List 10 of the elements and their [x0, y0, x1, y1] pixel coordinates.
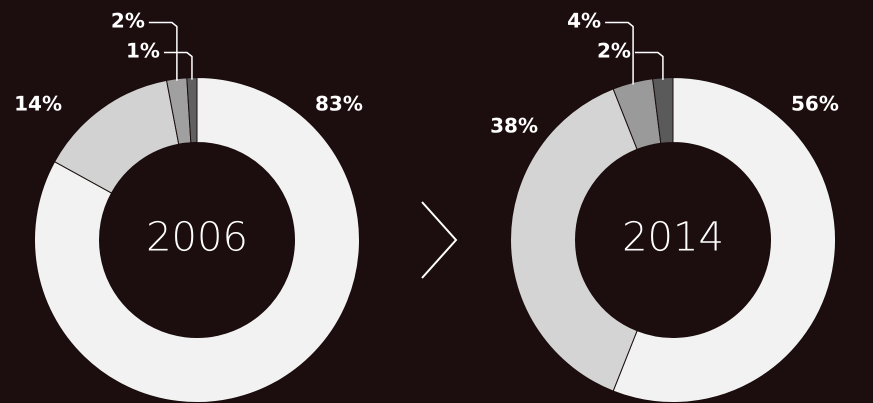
data-label: 38% [490, 114, 538, 138]
data-label: 2% [110, 8, 145, 33]
data-label: 14% [14, 92, 62, 116]
data-label: 2% [596, 38, 631, 63]
data-label: 4% [567, 8, 602, 33]
text: 2006 [146, 214, 248, 260]
data-label: 1% [126, 38, 160, 63]
text: 2014 [622, 214, 724, 260]
data-label: 56% [791, 92, 839, 116]
data-label: 83% [315, 92, 363, 116]
